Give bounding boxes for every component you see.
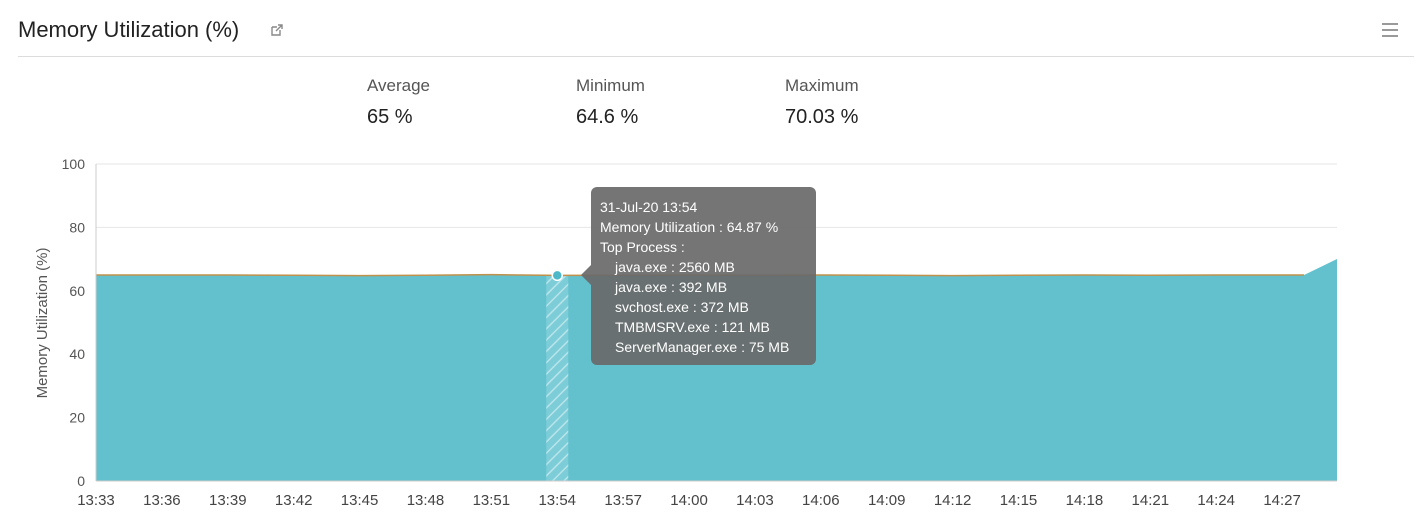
hamburger-menu-icon[interactable]: [1382, 23, 1398, 37]
chart-tooltip: 31-Jul-20 13:54 Memory Utilization : 64.…: [581, 187, 816, 365]
y-tick-label: 60: [69, 283, 85, 299]
x-tick-label: 14:21: [1132, 492, 1170, 509]
stat-minimum: Minimum 64.6 %: [576, 76, 645, 129]
external-link-icon[interactable]: [270, 23, 284, 37]
tooltip-top-process-label: Top Process :: [600, 239, 685, 255]
x-tick-label: 13:36: [143, 492, 181, 509]
y-tick-label: 0: [77, 473, 85, 489]
chart-header: Memory Utilization (%): [18, 0, 1414, 57]
stat-maximum-label: Maximum: [785, 76, 859, 95]
x-tick-label: 13:48: [407, 492, 445, 509]
tooltip-process: ServerManager.exe : 75 MB: [615, 339, 790, 355]
x-tick-label: 14:24: [1197, 492, 1235, 509]
data-point[interactable]: [551, 269, 564, 282]
x-tick-label: 13:42: [275, 492, 313, 509]
tooltip-process: TMBMSRV.exe : 121 MB: [615, 319, 770, 335]
x-tick-label: 13:33: [77, 492, 115, 509]
x-tick-label: 14:09: [868, 492, 906, 509]
y-tick-label: 20: [69, 410, 85, 426]
stat-maximum-value: 70.03 %: [785, 106, 859, 128]
tooltip-process: java.exe : 2560 MB: [615, 259, 735, 275]
memory-chart[interactable]: 0 20 40 60 80 100 13:33 13:36 13:39 13:42 13:45 13:…: [0, 150, 1422, 522]
chart-title: Memory Utilization (%): [18, 17, 240, 42]
y-tick-label: 40: [69, 346, 85, 362]
stat-minimum-label: Minimum: [576, 76, 645, 95]
highlight-band: [546, 275, 569, 481]
x-tick-label: 14:27: [1263, 492, 1301, 509]
x-tick-label: 13:39: [209, 492, 247, 509]
x-tick-label: 13:51: [473, 492, 511, 509]
stat-average-label: Average: [367, 76, 431, 95]
x-tick-label: 14:12: [934, 492, 972, 509]
stat-minimum-value: 64.6 %: [576, 106, 639, 128]
x-tick-label: 13:57: [604, 492, 642, 509]
tooltip-metric: Memory Utilization : 64.87 %: [600, 219, 779, 235]
y-tick-label: 80: [69, 219, 85, 235]
stat-average-value: 65 %: [367, 106, 413, 128]
x-tick-label: 14:03: [736, 492, 774, 509]
x-tick-label: 14:15: [1000, 492, 1038, 509]
x-tick-label: 14:06: [802, 492, 840, 509]
stat-average: Average 65 %: [367, 76, 430, 129]
x-tick-label: 14:18: [1066, 492, 1104, 509]
tooltip-timestamp: 31-Jul-20 13:54: [600, 199, 698, 215]
y-axis-label: Memory Utilization (%): [34, 248, 51, 399]
tooltip-process: svchost.exe : 372 MB: [615, 299, 749, 315]
x-tick-label: 14:00: [670, 492, 708, 509]
tooltip-process: java.exe : 392 MB: [615, 279, 728, 295]
y-tick-label: 100: [62, 156, 86, 172]
x-tick-label: 13:54: [538, 492, 576, 509]
series-area: [96, 259, 1337, 481]
x-tick-label: 13:45: [341, 492, 379, 509]
stat-maximum: Maximum 70.03 %: [785, 76, 859, 129]
